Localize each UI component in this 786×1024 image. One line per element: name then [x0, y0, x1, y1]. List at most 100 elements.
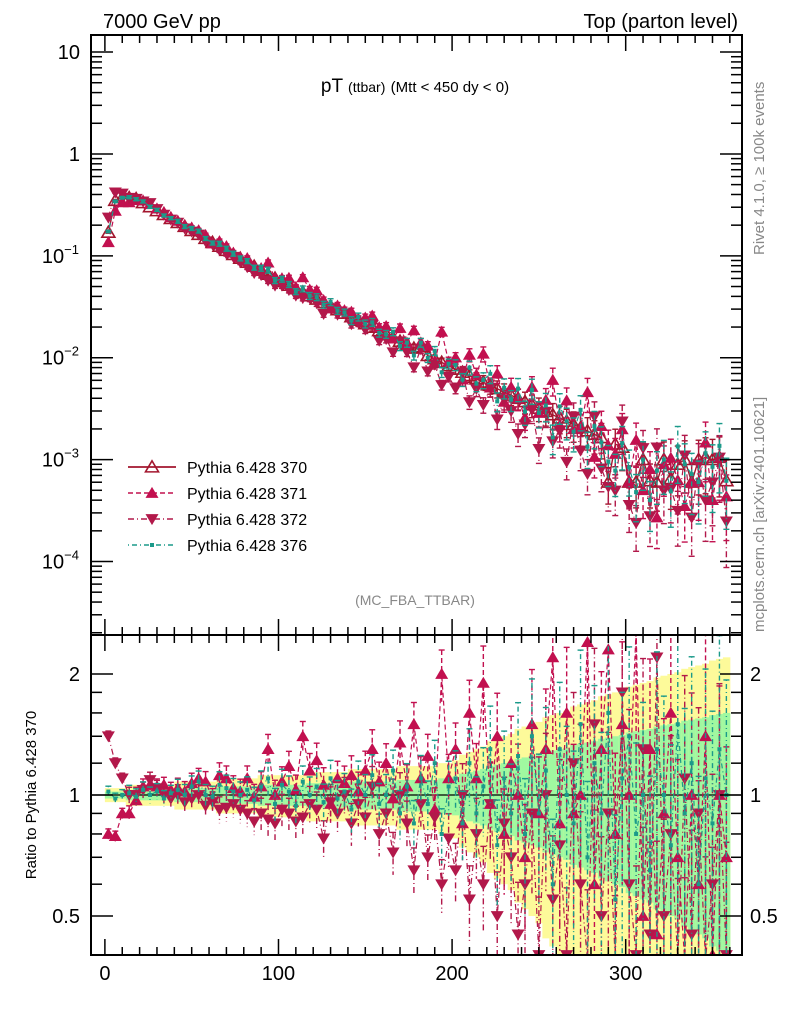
ratio-point	[335, 796, 340, 801]
ratio-point	[384, 793, 389, 797]
data-point	[300, 286, 305, 291]
data-point	[497, 394, 511, 406]
data-point	[462, 348, 476, 360]
ratio-point	[557, 747, 562, 752]
data-point	[282, 271, 296, 283]
data-point	[699, 436, 713, 448]
analysis-label: (MC_FBA_TTBAR)	[355, 592, 475, 608]
data-point	[199, 236, 213, 248]
data-point	[643, 511, 657, 523]
series-line	[107, 191, 727, 524]
title-main: pT	[321, 76, 344, 97]
y-tick-exponent: −3	[64, 446, 79, 461]
data-point	[699, 495, 713, 507]
ratio-point	[460, 821, 465, 826]
ratio-point	[300, 779, 305, 784]
legend-entry: Pythia 6.428 376	[128, 538, 307, 555]
y-tick-base: 10	[42, 552, 64, 574]
data-point	[370, 320, 375, 325]
ratio-point	[344, 818, 358, 830]
ratio-point	[446, 784, 451, 789]
data-point	[141, 199, 146, 204]
ratio-point	[321, 800, 326, 805]
data-point	[586, 426, 603, 441]
ratio-point	[342, 789, 347, 794]
ratio-point	[710, 821, 715, 826]
data-point	[629, 517, 643, 529]
x-tick-label: 100	[262, 963, 295, 985]
ratio-point	[523, 831, 527, 836]
data-point	[449, 383, 463, 395]
data-point	[692, 459, 706, 471]
data-point	[724, 478, 729, 483]
legend-entry: Pythia 6.428 370	[128, 459, 307, 477]
data-point	[233, 257, 247, 269]
data-point	[543, 403, 548, 408]
data-point	[529, 388, 534, 393]
data-point	[585, 444, 590, 449]
ratio-point	[212, 769, 226, 781]
data-point	[495, 399, 500, 404]
band-inner-bin	[632, 731, 641, 897]
band-inner-bin	[722, 712, 731, 955]
data-point	[606, 459, 611, 464]
data-point	[560, 394, 574, 406]
data-point	[286, 282, 291, 287]
ratio-point	[189, 784, 194, 789]
data-point	[594, 463, 608, 475]
data-point	[252, 265, 257, 270]
ratio-point	[511, 929, 525, 941]
band-inner-bin	[549, 750, 557, 855]
data-point	[502, 385, 507, 390]
mcplots-label: mcplots.cern.ch [arXiv:2401.10621]	[751, 397, 768, 632]
data-point	[654, 468, 659, 473]
data-point	[490, 414, 504, 426]
data-point	[113, 199, 118, 204]
ratio-point	[379, 808, 393, 820]
ratio-point	[192, 790, 206, 802]
ratio-point	[240, 808, 254, 820]
ratio-point	[400, 818, 414, 830]
data-point	[238, 256, 243, 261]
ratio-point	[488, 747, 493, 752]
ratio-point	[425, 801, 430, 806]
ratio-point	[661, 793, 666, 797]
band-inner-bin	[479, 769, 488, 826]
ratio-point	[175, 787, 180, 792]
data-point	[231, 251, 236, 256]
y-tick-base: 10	[42, 246, 64, 268]
ratio-series-pythia-6-428-376	[105, 635, 730, 955]
y-tick-label: 10−3	[42, 446, 79, 472]
legend: Pythia 6.428 370 Pythia 6.428 371 Pythia 6…	[128, 459, 307, 555]
data-point	[668, 489, 673, 494]
ratio-point	[564, 793, 569, 797]
legend-marker	[144, 459, 160, 473]
ratio-point	[504, 852, 518, 864]
data-point	[414, 344, 428, 356]
data-point	[475, 374, 492, 388]
data-point	[675, 444, 680, 449]
ratio-point	[643, 929, 657, 941]
data-point	[615, 416, 629, 428]
main-panel-data	[100, 187, 735, 569]
data-point	[490, 367, 504, 379]
data-point	[634, 490, 639, 495]
ratio-point	[372, 829, 386, 841]
data-point	[481, 378, 486, 383]
data-point	[321, 302, 326, 307]
ratio-point	[199, 775, 213, 787]
data-point	[615, 423, 629, 435]
rivet-version-label: Rivet 4.1.0, ≥ 100k events	[751, 82, 768, 255]
ratio-point	[337, 790, 351, 802]
ratio-point	[435, 879, 449, 891]
ratio-point	[432, 761, 437, 766]
plot-title: pT (ttbar) (Mtt < 450 dy < 0)	[321, 76, 509, 97]
ratio-point	[654, 747, 659, 752]
ratio-point	[435, 667, 449, 679]
ratio-point	[627, 734, 632, 739]
ratio-point	[108, 829, 122, 842]
data-point	[182, 224, 187, 229]
ratio-point	[296, 812, 310, 824]
ratio-point	[358, 764, 372, 776]
ratio-point	[143, 775, 157, 787]
